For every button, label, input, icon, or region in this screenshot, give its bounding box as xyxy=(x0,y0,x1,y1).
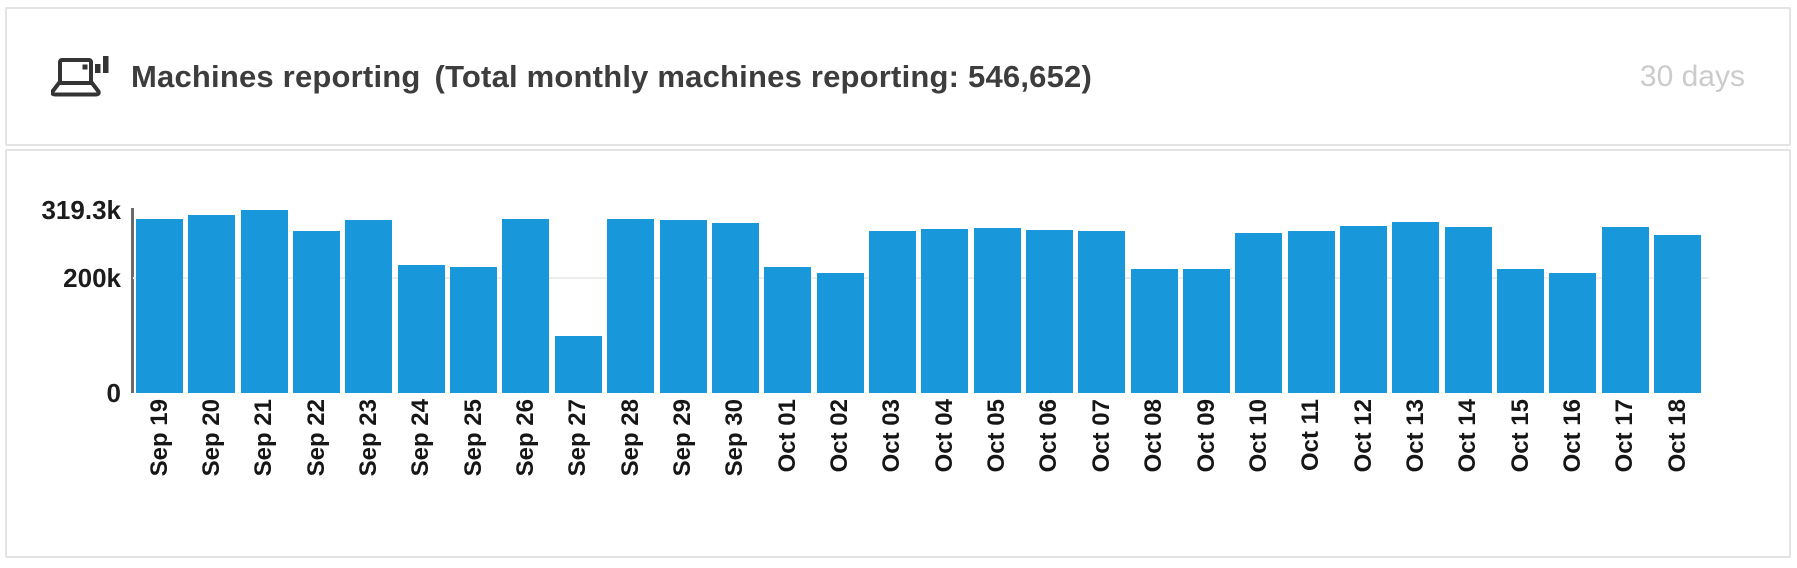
bar-oct-16[interactable] xyxy=(1549,273,1597,393)
bar-oct-07[interactable] xyxy=(1078,230,1126,393)
widget-title: Machines reporting xyxy=(131,58,421,94)
gridline-200k xyxy=(133,277,1709,280)
bar-sep-23[interactable] xyxy=(345,220,393,393)
x-tick-label-oct-03: Oct 03 xyxy=(878,399,906,473)
period-selector[interactable]: 30 days xyxy=(1639,59,1745,93)
x-tick-label-oct-17: Oct 17 xyxy=(1611,399,1639,473)
y-axis-line xyxy=(131,208,134,393)
bar-oct-15[interactable] xyxy=(1497,268,1545,393)
bar-oct-17[interactable] xyxy=(1601,227,1649,393)
x-tick-label-oct-11: Oct 11 xyxy=(1297,399,1325,472)
chart-card: 319.3k 200k 0 Sep 19 Sep 20 Sep 21 Sep 22 Sep 2… xyxy=(5,149,1791,558)
bar-sep-22[interactable] xyxy=(293,231,341,393)
bar-oct-02[interactable] xyxy=(816,273,864,393)
bar-oct-10[interactable] xyxy=(1235,232,1283,393)
x-tick-label-oct-12: Oct 12 xyxy=(1349,399,1377,473)
x-tick-label-oct-18: Oct 18 xyxy=(1663,399,1691,473)
y-tick-label-200k: 200k xyxy=(63,263,121,294)
widget-total-label: (Total monthly machines reporting: 546,6… xyxy=(434,58,1092,94)
x-tick-label-sep-22: Sep 22 xyxy=(302,399,330,477)
widget-header: Machines reporting (Total monthly machin… xyxy=(5,7,1791,146)
x-tick-label-sep-24: Sep 24 xyxy=(407,399,435,477)
x-tick-label-sep-30: Sep 30 xyxy=(721,399,749,477)
x-tick-label-sep-21: Sep 21 xyxy=(250,399,278,477)
x-tick-label-sep-23: Sep 23 xyxy=(354,399,382,477)
bar-oct-14[interactable] xyxy=(1444,227,1492,393)
bar-oct-08[interactable] xyxy=(1130,268,1178,393)
bar-oct-09[interactable] xyxy=(1183,269,1230,393)
x-tick-label-oct-07: Oct 07 xyxy=(1087,399,1115,473)
bar-sep-27[interactable] xyxy=(554,336,602,393)
x-tick-label-sep-25: Sep 25 xyxy=(459,399,487,477)
bar-oct-04[interactable] xyxy=(921,228,969,393)
x-tick-label-sep-27: Sep 27 xyxy=(564,399,592,477)
bar-oct-12[interactable] xyxy=(1340,225,1388,393)
x-tick-label-oct-02: Oct 02 xyxy=(826,399,854,473)
bar-sep-30[interactable] xyxy=(711,223,759,393)
bar-sep-25[interactable] xyxy=(450,266,498,393)
bar-oct-06[interactable] xyxy=(1025,229,1073,393)
x-tick-label-oct-08: Oct 08 xyxy=(1140,399,1168,473)
y-tick-label-319.3k: 319.3k xyxy=(41,195,121,225)
bar-sep-26[interactable] xyxy=(502,219,550,393)
x-tick-label-sep-28: Sep 28 xyxy=(616,399,644,477)
x-tick-label-oct-13: Oct 13 xyxy=(1401,399,1429,473)
bar-oct-03[interactable] xyxy=(868,230,916,393)
bar-oct-05[interactable] xyxy=(973,227,1021,393)
x-tick-label-sep-20: Sep 20 xyxy=(197,399,225,477)
x-tick-label-sep-26: Sep 26 xyxy=(511,399,539,477)
x-tick-label-oct-10: Oct 10 xyxy=(1244,399,1272,473)
x-tick-label-oct-15: Oct 15 xyxy=(1506,399,1534,473)
x-tick-label-oct-06: Oct 06 xyxy=(1035,399,1063,473)
machines-reporting-bar-chart: 319.3k 200k 0 Sep 19 Sep 20 Sep 21 Sep 22 Sep 2… xyxy=(7,151,1789,556)
bar-oct-01[interactable] xyxy=(764,267,812,393)
machines-reporting-icon xyxy=(51,55,109,96)
x-tick-label-oct-16: Oct 16 xyxy=(1558,399,1586,473)
bar-oct-11[interactable] xyxy=(1287,230,1335,393)
bar-sep-19[interactable] xyxy=(136,219,183,393)
bar-sep-21[interactable] xyxy=(240,210,288,393)
y-tick-label-0: 0 xyxy=(106,378,121,408)
bar-oct-13[interactable] xyxy=(1392,221,1440,393)
x-tick-label-oct-04: Oct 04 xyxy=(930,399,958,473)
x-tick-label-oct-05: Oct 05 xyxy=(983,399,1011,473)
x-tick-label-oct-09: Oct 09 xyxy=(1192,399,1220,473)
x-tick-label-sep-29: Sep 29 xyxy=(669,399,696,477)
x-tick-label-oct-14: Oct 14 xyxy=(1454,399,1482,473)
bar-sep-24[interactable] xyxy=(397,264,445,393)
bar-sep-29[interactable] xyxy=(659,219,707,393)
bar-oct-18[interactable] xyxy=(1654,235,1702,393)
x-tick-label-sep-19: Sep 19 xyxy=(145,399,173,477)
bar-sep-20[interactable] xyxy=(188,215,236,393)
bar-sep-28[interactable] xyxy=(607,218,655,393)
x-tick-label-oct-01: Oct 01 xyxy=(773,399,801,473)
